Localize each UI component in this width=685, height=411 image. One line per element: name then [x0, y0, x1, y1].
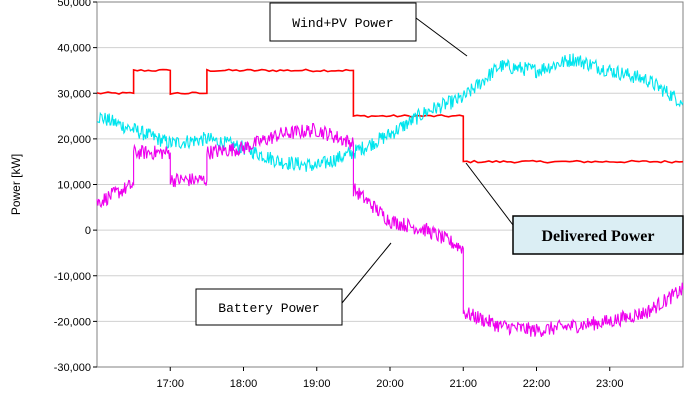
annotation-box: [195, 288, 343, 326]
y-tick-label: -20,000: [54, 316, 91, 328]
x-tick-label: 19:00: [303, 378, 331, 390]
series-line-delivered-power: [96, 68, 684, 164]
x-axis: 17:00 18:00 19:00 20:00 21:00 22:00 23:00: [156, 367, 624, 390]
y-axis: -30,000 -20,000 -10,000 0 10,000 20,000 30,000…: [54, 0, 97, 374]
annotation-layer: Wind+PV Power Delivered Power Battery Powe…: [195, 2, 684, 326]
annotation-wind-pv-power: Wind+PV Power: [269, 2, 468, 57]
x-tick-label: 22:00: [523, 378, 551, 390]
annotation-label: Delivered Power: [542, 228, 655, 245]
annotation-label: Wind+PV Power: [292, 16, 393, 31]
x-tick-label: 23:00: [596, 378, 624, 390]
leader-line: [415, 17, 468, 57]
series-line-wind-pv-power: [96, 53, 684, 172]
y-tick-label: 0: [85, 225, 91, 237]
x-tick-label: 17:00: [156, 378, 184, 390]
x-tick-label: 18:00: [230, 378, 258, 390]
y-tick-label: 30,000: [57, 88, 91, 100]
y-tick-label: 40,000: [57, 43, 91, 55]
x-tick-label: 21:00: [449, 378, 477, 390]
y-tick-label: -10,000: [54, 271, 91, 283]
y-axis-label: Power [kW]: [9, 154, 23, 215]
leader-line: [465, 162, 514, 226]
grid-lines: [97, 1, 683, 368]
leader-line: [341, 242, 392, 304]
x-tick-label: 20:00: [376, 378, 404, 390]
y-tick-label: 10,000: [57, 180, 91, 192]
y-tick-label: 20,000: [57, 134, 91, 146]
y-tick-label: 50,000: [57, 0, 91, 9]
annotation-label: Battery Power: [218, 301, 319, 316]
series-layer: [96, 53, 684, 338]
series-line-battery-power: [96, 123, 684, 338]
annotation-box: [512, 215, 684, 255]
annotation-box: [269, 2, 417, 42]
annotation-battery-power: Battery Power: [195, 242, 392, 326]
y-tick-label: -30,000: [54, 362, 91, 374]
annotation-delivered-power: Delivered Power: [465, 162, 684, 255]
